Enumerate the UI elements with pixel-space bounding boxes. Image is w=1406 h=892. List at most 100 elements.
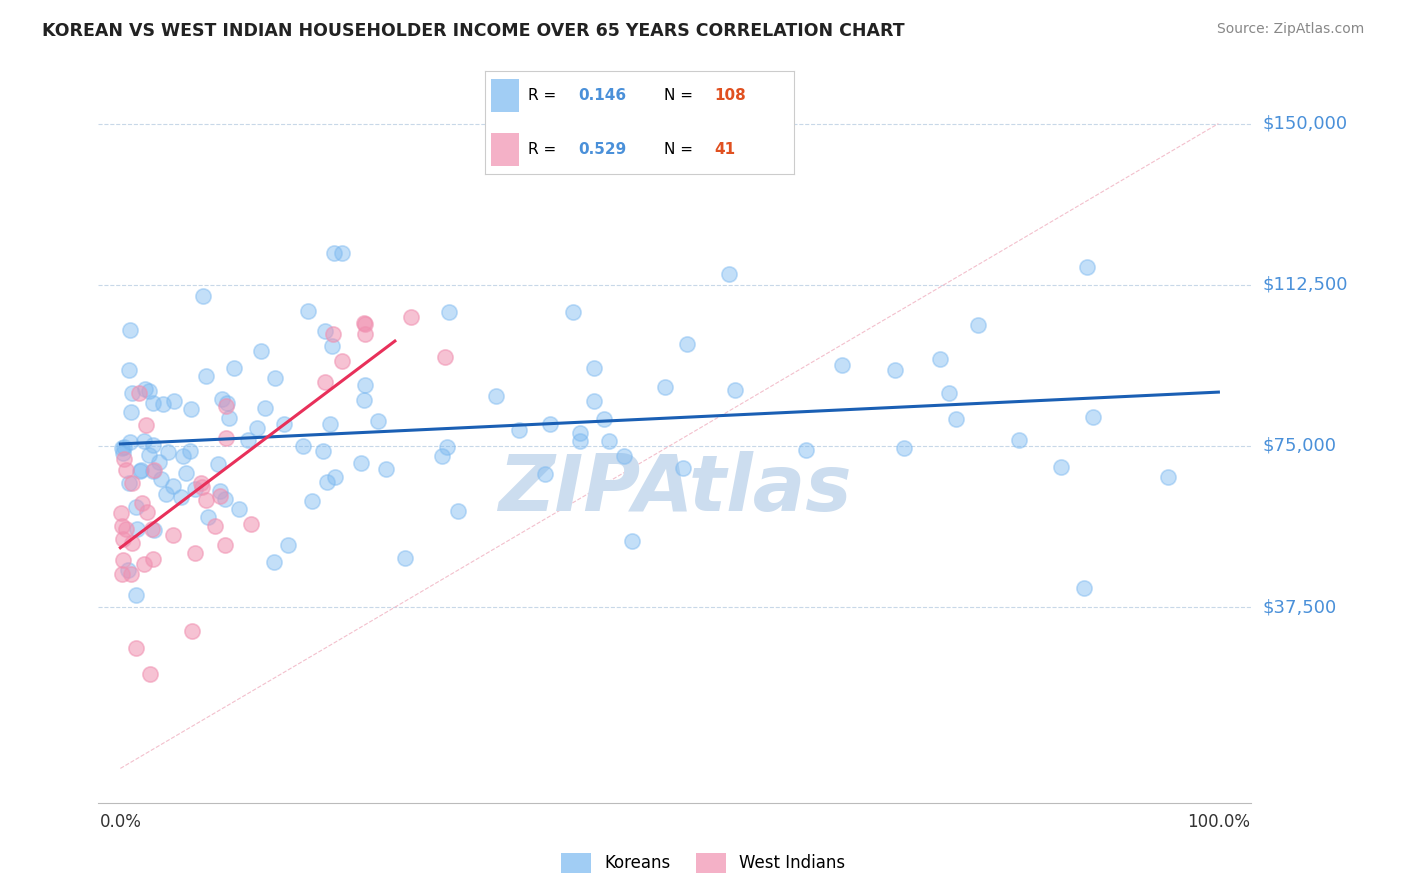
Point (193, 289, 215, 303)
Point (120, 405, 142, 419)
Text: 108: 108 (714, 88, 745, 103)
Point (228, 501, 250, 516)
Point (291, 439, 314, 453)
Point (794, 443, 817, 458)
Point (264, 371, 287, 385)
Point (354, 317, 377, 331)
Point (131, 496, 153, 510)
Point (214, 538, 236, 552)
Point (172, 449, 194, 463)
Text: 0.529: 0.529 (578, 142, 626, 157)
Point (215, 431, 238, 445)
Point (534, 467, 557, 481)
Point (117, 563, 139, 577)
Point (250, 344, 273, 359)
Point (152, 397, 174, 411)
Point (180, 402, 202, 417)
Point (112, 553, 135, 567)
Point (111, 519, 134, 533)
Point (246, 421, 269, 435)
Point (1076, 260, 1098, 275)
Point (724, 383, 747, 397)
Point (118, 475, 141, 490)
Point (215, 396, 238, 410)
Point (138, 384, 160, 398)
Point (353, 392, 375, 407)
Point (149, 471, 172, 485)
Point (138, 666, 160, 681)
Point (301, 494, 323, 508)
Point (180, 624, 202, 638)
Text: $37,500: $37,500 (1263, 599, 1337, 616)
Point (1073, 581, 1095, 595)
Point (966, 318, 988, 332)
Point (125, 641, 148, 656)
Point (437, 305, 460, 319)
Point (115, 522, 138, 536)
Point (323, 470, 346, 484)
Point (330, 246, 353, 260)
Point (143, 523, 166, 537)
Point (128, 385, 150, 400)
Point (111, 446, 134, 460)
Point (929, 351, 952, 366)
Point (148, 455, 170, 469)
Point (143, 463, 166, 477)
Point (112, 452, 135, 467)
Point (353, 378, 375, 392)
Point (120, 567, 142, 582)
Point (314, 324, 336, 338)
Point (319, 417, 342, 431)
Text: ZIPAtlas: ZIPAtlas (498, 450, 852, 527)
Point (367, 414, 389, 428)
Point (254, 401, 277, 416)
Point (134, 383, 156, 397)
Point (831, 358, 853, 372)
Point (484, 389, 506, 403)
Point (394, 550, 416, 565)
Point (508, 423, 530, 437)
Point (236, 434, 259, 448)
Point (218, 411, 240, 425)
Point (330, 354, 353, 368)
Point (114, 462, 136, 476)
Point (142, 396, 165, 410)
Point (353, 316, 375, 330)
Point (134, 558, 156, 572)
Bar (491, 79, 519, 112)
Point (197, 510, 219, 524)
Point (945, 411, 967, 425)
Point (129, 464, 152, 478)
Point (675, 337, 697, 351)
Point (142, 464, 165, 478)
Point (194, 369, 217, 384)
Point (184, 482, 207, 496)
Point (316, 475, 339, 490)
Point (654, 379, 676, 393)
Point (322, 327, 344, 342)
Point (893, 441, 915, 455)
Point (297, 304, 319, 318)
Point (593, 412, 616, 426)
Point (717, 267, 740, 281)
Point (1050, 460, 1073, 475)
Point (263, 555, 285, 569)
Point (583, 393, 606, 408)
Point (321, 338, 343, 352)
Point (190, 476, 212, 491)
Text: R =: R = (529, 88, 561, 103)
Point (204, 519, 226, 533)
Point (323, 245, 346, 260)
Point (155, 487, 177, 501)
Point (121, 535, 143, 549)
Point (141, 522, 163, 536)
Bar (491, 133, 519, 166)
Point (110, 506, 132, 520)
Point (621, 534, 644, 549)
Point (561, 305, 583, 319)
Point (142, 438, 165, 452)
Point (436, 441, 458, 455)
Text: N =: N = (665, 142, 699, 157)
Point (120, 434, 142, 449)
Point (162, 479, 184, 493)
